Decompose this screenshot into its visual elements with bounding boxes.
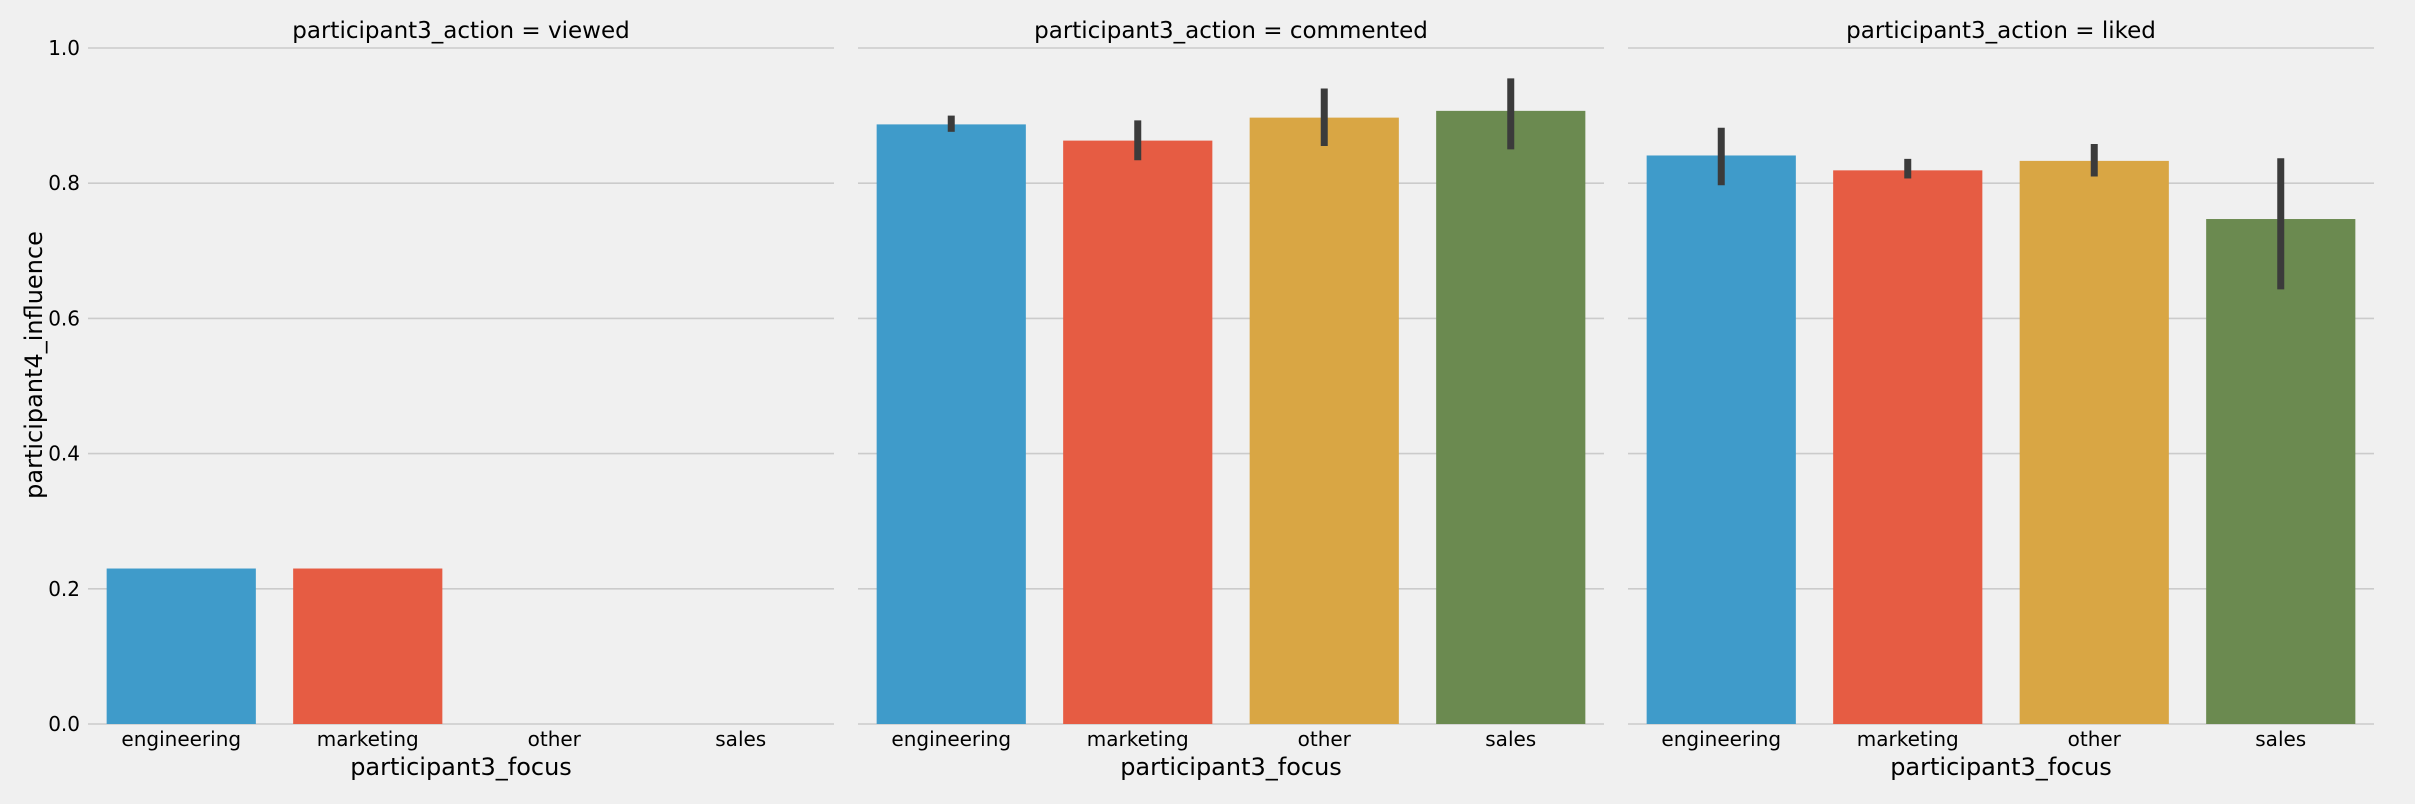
bar-other xyxy=(1249,117,1399,725)
bar-sales xyxy=(2206,219,2356,724)
x-tick-label: marketing xyxy=(1087,727,1189,751)
x-tick-label: engineering xyxy=(1661,727,1781,751)
facet-panel-3: participant3_action = liked engineering ma… xyxy=(1628,18,2374,781)
y-tick-label: 1.0 xyxy=(48,36,80,60)
y-axis-label: participant4_influence xyxy=(20,231,48,499)
y-tick-label: 0.4 xyxy=(48,442,80,466)
bar-engineering xyxy=(876,124,1026,724)
y-tick-label: 0.2 xyxy=(48,577,80,601)
bar-engineering xyxy=(1646,155,1796,724)
x-tick-label: sales xyxy=(715,727,766,751)
x-tick-label: marketing xyxy=(1857,727,1959,751)
bar-marketing xyxy=(293,568,443,724)
facet-panels: 0.0 0.2 0.4 0.6 0.8 1.0 participant3_action = … xyxy=(48,18,2374,781)
x-tick-label: engineering xyxy=(121,727,241,751)
x-tick-label: other xyxy=(2068,727,2122,751)
bar-engineering xyxy=(106,568,256,724)
facet-panel-1: 0.0 0.2 0.4 0.6 0.8 1.0 participant3_action = … xyxy=(48,18,834,781)
x-tick-label: sales xyxy=(2255,727,2306,751)
bar-marketing xyxy=(1063,140,1213,724)
x-tick-label: engineering xyxy=(891,727,1011,751)
panel-title: participant3_action = liked xyxy=(1846,18,2156,44)
x-tick-label: sales xyxy=(1485,727,1536,751)
x-axis-label: participant3_focus xyxy=(1120,753,1342,781)
x-tick-label: marketing xyxy=(317,727,419,751)
facet-panel-2: participant3_action = commented engineeri… xyxy=(858,18,1604,781)
x-axis-label: participant3_focus xyxy=(1890,753,2112,781)
y-tick-label: 0.8 xyxy=(48,171,80,195)
bar-sales xyxy=(1436,110,1586,725)
x-tick-label: other xyxy=(528,727,582,751)
x-axis-label: participant3_focus xyxy=(350,753,572,781)
y-tick-label: 0.6 xyxy=(48,306,80,330)
y-tick-label: 0.0 xyxy=(48,712,80,736)
panel-title: participant3_action = viewed xyxy=(292,18,629,44)
x-tick-label: other xyxy=(1298,727,1352,751)
bar-marketing xyxy=(1833,170,1983,724)
panel-title: participant3_action = commented xyxy=(1034,18,1428,44)
bar-other xyxy=(2019,160,2169,725)
